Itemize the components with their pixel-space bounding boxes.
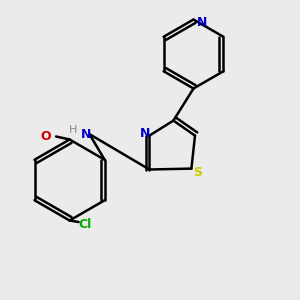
Text: H: H: [69, 124, 77, 135]
Text: Cl: Cl: [78, 218, 91, 232]
Text: S: S: [194, 166, 202, 179]
Text: O: O: [40, 130, 51, 143]
Text: N: N: [81, 128, 91, 141]
Text: N: N: [140, 127, 151, 140]
Text: N: N: [197, 16, 207, 29]
